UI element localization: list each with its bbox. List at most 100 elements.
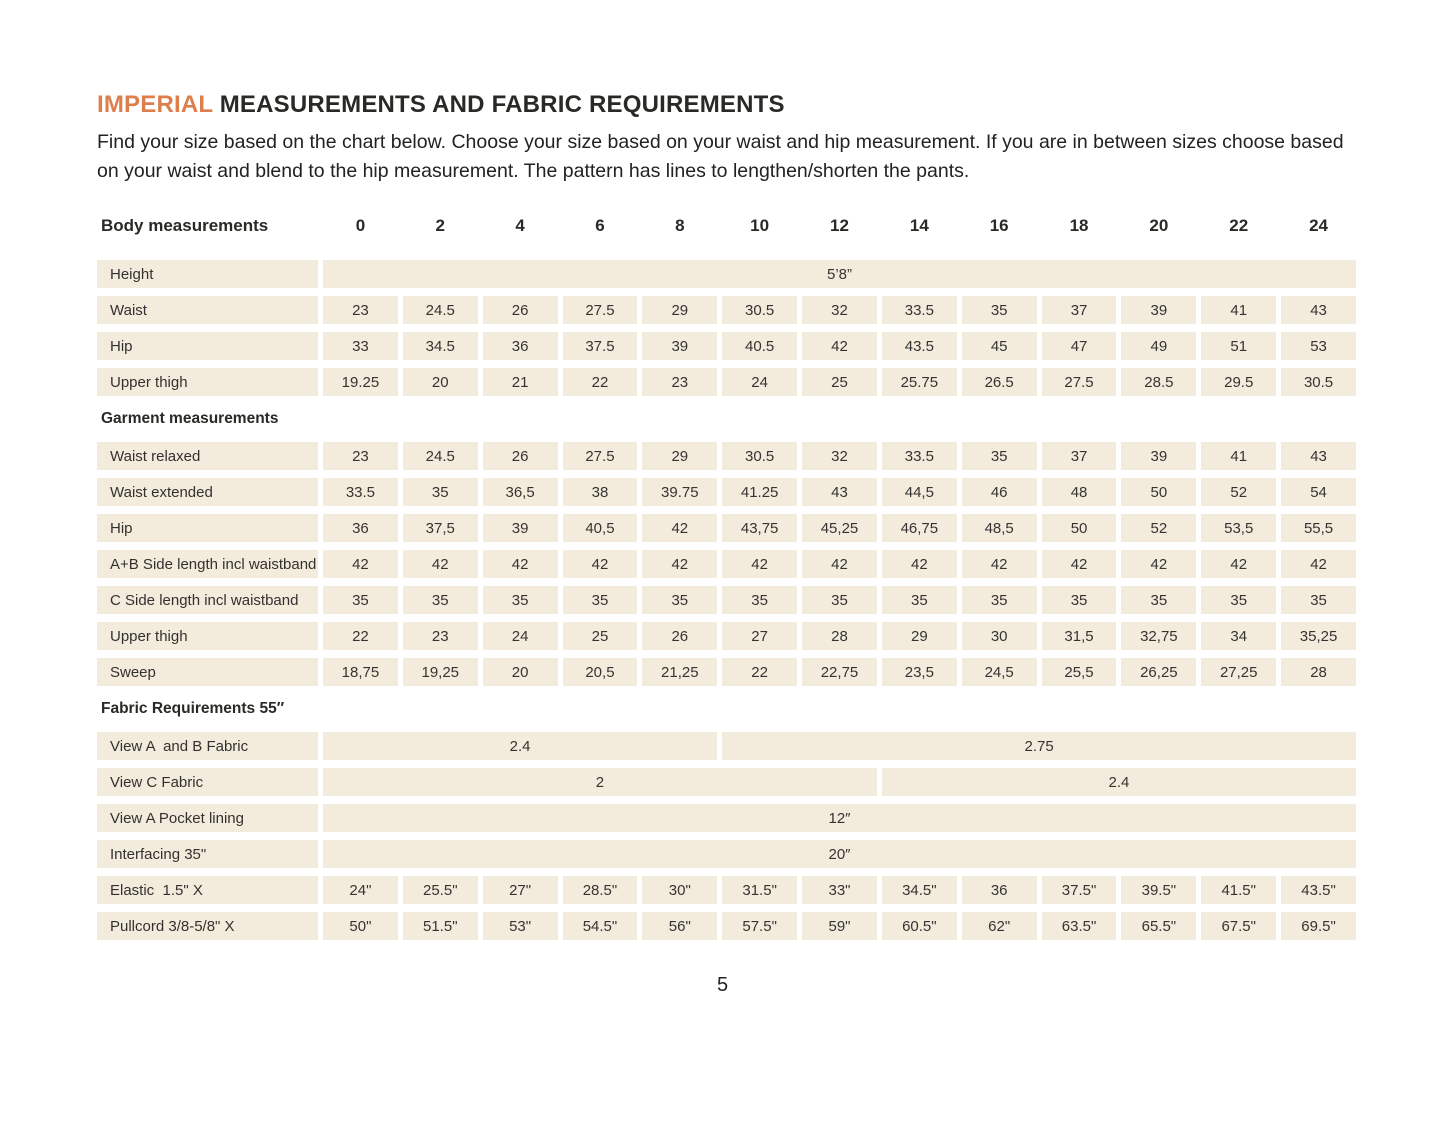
row-label: C Side length incl waistband xyxy=(97,586,318,614)
table-cell: 20,5 xyxy=(562,658,638,686)
table-cell: 41.25 xyxy=(722,478,798,506)
table-cell: 25.75 xyxy=(881,368,957,396)
row-label: Waist relaxed xyxy=(97,442,318,470)
row-label: View A and B Fabric xyxy=(97,732,318,760)
table-cell: 42 xyxy=(802,332,877,360)
table-cell: 59" xyxy=(802,912,877,940)
row-label: Upper thigh xyxy=(97,622,318,650)
size-column-header: 10 xyxy=(750,216,770,235)
size-column-header: 0 xyxy=(355,216,366,235)
table-cell: 35 xyxy=(402,586,478,614)
table-cell: 55,5 xyxy=(1281,514,1356,542)
title-highlight: IMPERIAL xyxy=(97,91,213,118)
table-cell: 39.5" xyxy=(1121,876,1197,904)
table-cell: 43 xyxy=(1281,442,1356,470)
table-cell: 45 xyxy=(961,332,1037,360)
table-header-label: Body measurements xyxy=(101,216,269,235)
table-cell: 21,25 xyxy=(642,658,718,686)
table-cell: 24,5 xyxy=(961,658,1037,686)
table-cell: 25.5" xyxy=(402,876,478,904)
table-cell: 41.5" xyxy=(1201,876,1277,904)
table-span-cell: 20″ xyxy=(323,840,1356,868)
table-cell: 32 xyxy=(802,442,877,470)
table-cell: 35 xyxy=(961,586,1037,614)
table-cell: 37 xyxy=(1041,442,1117,470)
table-cell: 51 xyxy=(1201,332,1277,360)
table-cell: 35 xyxy=(1041,586,1117,614)
table-cell: 46,75 xyxy=(881,514,957,542)
table-cell: 24 xyxy=(722,368,798,396)
table-cell: 24" xyxy=(323,876,398,904)
table-cell: 35 xyxy=(642,586,718,614)
table-cell: 57.5" xyxy=(722,912,798,940)
table-cell: 42 xyxy=(1041,550,1117,578)
table-cell: 54 xyxy=(1281,478,1356,506)
size-column-header: 16 xyxy=(989,216,1009,235)
table-cell: 43,75 xyxy=(722,514,798,542)
table-cell: 25 xyxy=(802,368,877,396)
row-label: Hip xyxy=(97,332,318,360)
table-cell: 39 xyxy=(1121,442,1197,470)
table-cell: 34.5 xyxy=(402,332,478,360)
row-label: View C Fabric xyxy=(97,768,318,796)
table-cell: 35 xyxy=(961,296,1037,324)
table-cell: 19.25 xyxy=(323,368,398,396)
row-label: Hip xyxy=(97,514,318,542)
row-label: A+B Side length incl waistband xyxy=(97,550,318,578)
row-label: Height xyxy=(97,260,318,288)
page-title: IMPERIAL MEASUREMENTS AND FABRIC REQUIRE… xyxy=(97,91,1359,119)
table-cell: 29 xyxy=(642,296,718,324)
table-span-cell: 2.4 xyxy=(323,732,718,760)
row-label: Upper thigh xyxy=(97,368,318,396)
table-cell: 30.5 xyxy=(1281,368,1356,396)
table-cell: 22,75 xyxy=(802,658,877,686)
table-span-cell: 2.75 xyxy=(722,732,1356,760)
table-cell: 35 xyxy=(1281,586,1356,614)
table-cell: 50 xyxy=(1121,478,1197,506)
table-cell: 33.5 xyxy=(323,478,398,506)
size-column-header: 2 xyxy=(435,216,445,235)
page-number: 5 xyxy=(716,974,729,996)
table-cell: 69.5" xyxy=(1281,912,1356,940)
table-cell: 41 xyxy=(1201,296,1277,324)
table-cell: 33.5 xyxy=(881,296,957,324)
table-cell: 35,25 xyxy=(1281,622,1356,650)
table-cell: 35 xyxy=(323,586,398,614)
size-column-header: 4 xyxy=(515,216,525,235)
table-cell: 30 xyxy=(961,622,1037,650)
table-cell: 46 xyxy=(961,478,1037,506)
table-cell: 28.5 xyxy=(1121,368,1197,396)
table-cell: 23 xyxy=(323,296,398,324)
table-cell: 35 xyxy=(1121,586,1197,614)
table-cell: 30.5 xyxy=(722,296,798,324)
table-cell: 42 xyxy=(642,514,718,542)
table-cell: 33" xyxy=(802,876,877,904)
row-label: Sweep xyxy=(97,658,318,686)
table-cell: 36,5 xyxy=(482,478,558,506)
table-cell: 53,5 xyxy=(1201,514,1277,542)
table-cell: 34.5" xyxy=(881,876,957,904)
table-span-cell: 2.4 xyxy=(881,768,1356,796)
table-cell: 25 xyxy=(562,622,638,650)
table-cell: 23,5 xyxy=(881,658,957,686)
size-column-header: 20 xyxy=(1149,216,1169,235)
table-cell: 35 xyxy=(1201,586,1277,614)
table-cell: 26 xyxy=(482,296,558,324)
table-cell: 35 xyxy=(802,586,877,614)
table-cell: 23 xyxy=(642,368,718,396)
table-cell: 67.5" xyxy=(1201,912,1277,940)
intro-paragraph: Find your size based on the chart below.… xyxy=(97,131,1344,182)
table-cell: 28 xyxy=(802,622,877,650)
table-cell: 42 xyxy=(722,550,798,578)
table-cell: 42 xyxy=(402,550,478,578)
table-cell: 30" xyxy=(642,876,718,904)
table-cell: 27.5 xyxy=(562,442,638,470)
size-column-header: 14 xyxy=(909,216,929,235)
table-cell: 35 xyxy=(482,586,558,614)
table-cell: 35 xyxy=(722,586,798,614)
table-cell: 45,25 xyxy=(802,514,877,542)
table-cell: 32 xyxy=(802,296,877,324)
table-cell: 20 xyxy=(482,658,558,686)
table-cell: 42 xyxy=(482,550,558,578)
table-cell: 49 xyxy=(1121,332,1197,360)
